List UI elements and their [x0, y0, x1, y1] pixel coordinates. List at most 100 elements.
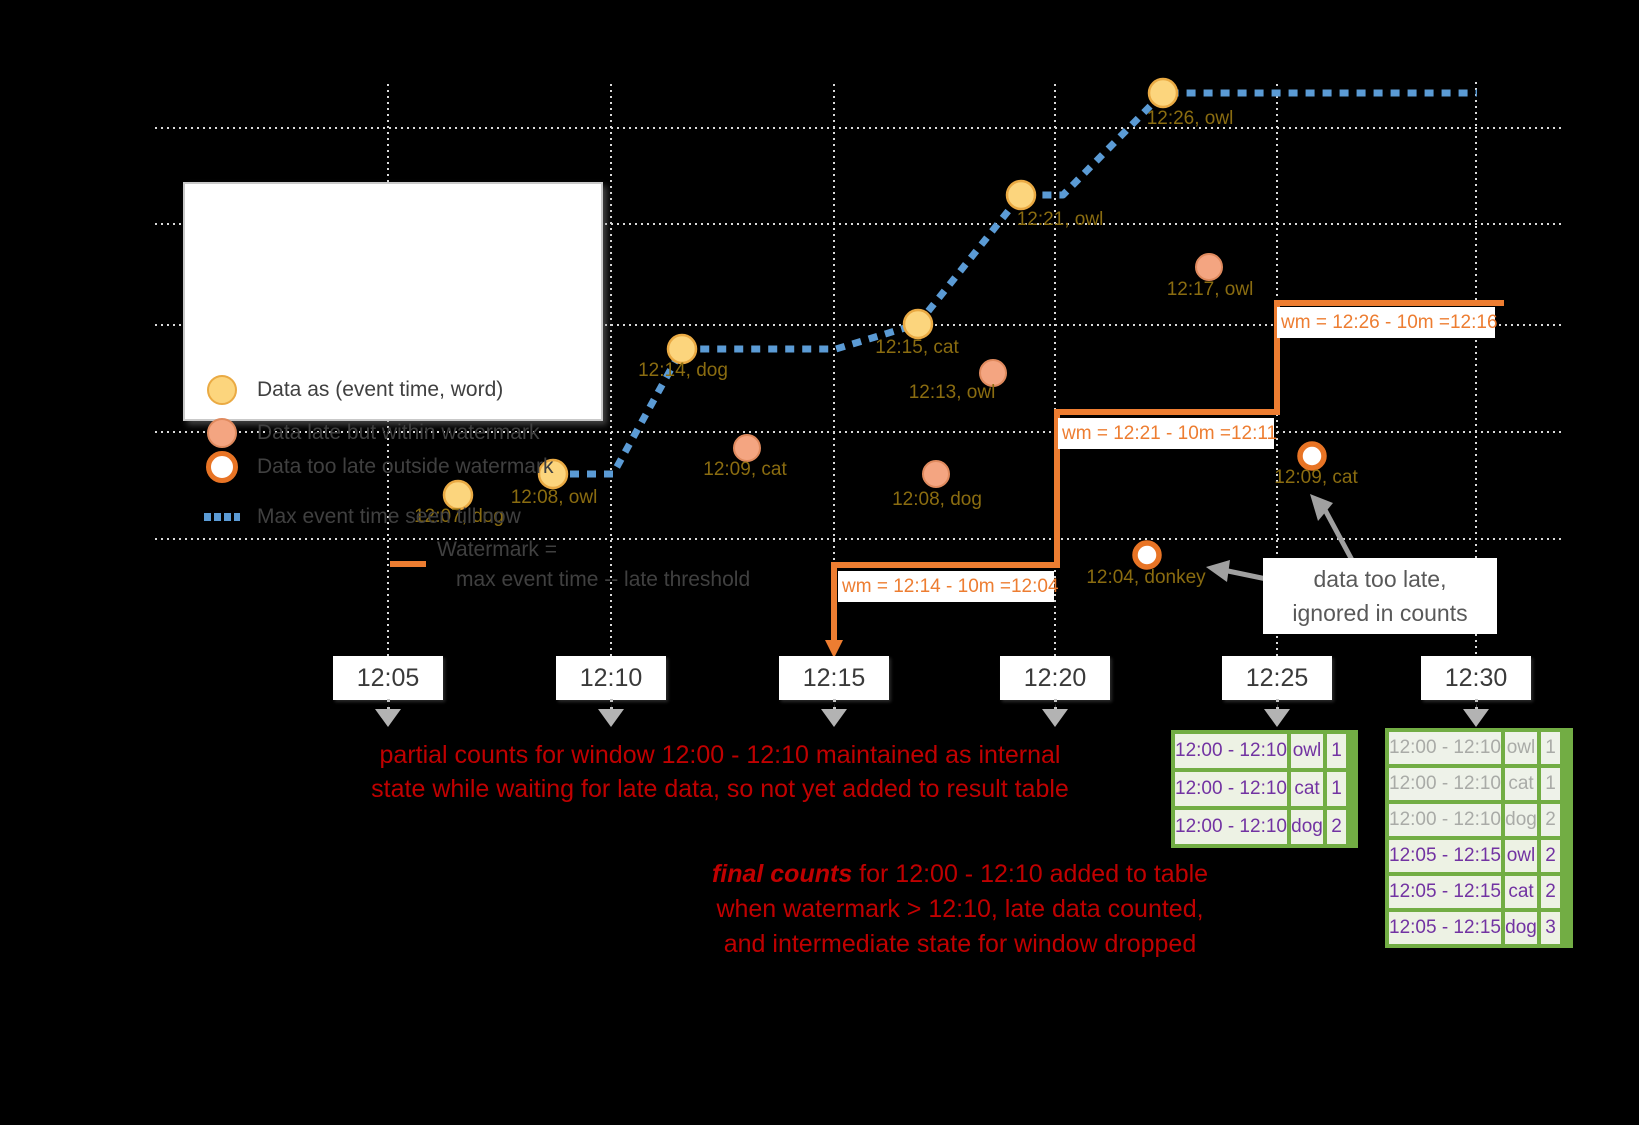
tick-arrow-stem	[1054, 699, 1057, 710]
table-cell-window: 12:05 - 12:15	[1389, 876, 1501, 908]
note-line: when watermark > 12:10, late data counte…	[716, 895, 1204, 923]
max-event-line-icon	[200, 513, 244, 521]
table-row: 12:00 - 12:10 dog 2	[1175, 810, 1354, 844]
data-point-too_late	[1132, 540, 1162, 570]
final-counts-note: final counts for 12:00 - 12:10 added to …	[420, 857, 1500, 962]
tick-label-1230: 12:30	[1421, 656, 1531, 700]
data-point-on_time	[442, 479, 474, 511]
table-cell-count: 1	[1327, 734, 1346, 768]
too-late-ring-icon	[200, 451, 244, 483]
data-point-late	[922, 460, 950, 488]
data-point-on_time	[1147, 77, 1179, 109]
data-point-label: 12:15, cat	[875, 337, 959, 358]
legend-item-late: Data late but within watermark	[200, 418, 539, 448]
note-line: final counts for 12:00 - 12:10 added to …	[420, 857, 1500, 892]
table-row: 12:00 - 12:10 dog 2	[1389, 804, 1569, 836]
legend-item-watermark: Watermark = max event time -- late thres…	[437, 535, 750, 595]
table-cell-count: 2	[1327, 810, 1346, 844]
callout-line: data too late,	[1313, 566, 1447, 592]
tick-label-1205: 12:05	[333, 656, 443, 700]
table-cell-count: 2	[1541, 804, 1560, 836]
table-cell-word: cat	[1505, 768, 1537, 800]
note-line: partial counts for window 12:00 - 12:10 …	[379, 741, 1061, 769]
table-cell-count: 1	[1327, 772, 1346, 806]
table-cell-count: 2	[1541, 840, 1560, 872]
table-cell-count: 3	[1541, 912, 1560, 944]
table-cell-count: 1	[1541, 768, 1560, 800]
legend-item-too-late: Data too late outside watermark	[200, 451, 553, 483]
note-line: and intermediate state for window droppe…	[723, 930, 1197, 958]
table-row: 12:00 - 12:10 owl 1	[1175, 734, 1354, 768]
data-point-too_late	[1297, 441, 1327, 471]
table-cell-window: 12:05 - 12:15	[1389, 912, 1501, 944]
table-cell-window: 12:00 - 12:10	[1175, 734, 1287, 768]
table-cell-word: owl	[1505, 840, 1537, 872]
table-cell-window: 12:00 - 12:10	[1389, 804, 1501, 836]
watermark-value-label-1: wm = 12:14 - 10m =12:04	[838, 571, 1059, 602]
tick-arrow-icon	[1264, 709, 1290, 727]
tick-arrow-icon	[375, 709, 401, 727]
table-row: 12:05 - 12:15 dog 3	[1389, 912, 1569, 944]
watermark-value-label-2: wm = 12:21 - 10m =12:11	[1058, 418, 1277, 449]
final-counts-emphasis: final counts	[711, 860, 853, 888]
legend: Data as (event time, word) Data late but…	[183, 182, 750, 591]
watermark-value-label-3: wm = 12:26 - 10m =12:16	[1277, 307, 1498, 338]
legend-label-line2: max event time -- late threshold	[456, 568, 751, 591]
legend-label: Data as (event time, word)	[257, 378, 504, 401]
table-cell-word: owl	[1291, 734, 1323, 768]
data-point-label: 12:08, dog	[892, 489, 982, 510]
table-cell-window: 12:00 - 12:10	[1389, 732, 1501, 764]
table-cell-word: dog	[1505, 804, 1537, 836]
data-point-on_time	[666, 333, 698, 365]
table-cell-word: dog	[1505, 912, 1537, 944]
data-point-label: 12:09, cat	[703, 459, 787, 480]
table-cell-window: 12:00 - 12:10	[1389, 768, 1501, 800]
tick-arrow-icon	[598, 709, 624, 727]
tick-arrow-icon	[1463, 709, 1489, 727]
table-cell-count: 1	[1541, 732, 1560, 764]
table-cell-word: cat	[1291, 772, 1323, 806]
partial-counts-note: partial counts for window 12:00 - 12:10 …	[70, 738, 1370, 806]
data-point-late	[1195, 253, 1223, 281]
data-point-late	[979, 359, 1007, 387]
data-point-label: 12:09, cat	[1274, 467, 1358, 488]
tick-arrow-stem	[1276, 699, 1279, 710]
data-point-on_time	[1005, 179, 1037, 211]
tick-arrow-icon	[821, 709, 847, 727]
data-point-late	[733, 434, 761, 462]
max-event-time-line	[553, 89, 1477, 478]
table-row: 12:05 - 12:15 owl 2	[1389, 840, 1569, 872]
data-point-label: 12:04, donkey	[1086, 567, 1206, 588]
data-point-label: 12:17, owl	[1166, 279, 1254, 300]
legend-label: Watermark =	[437, 538, 557, 561]
data-point-label: 12:26, owl	[1146, 108, 1234, 129]
data-point-on_time	[902, 308, 934, 340]
table-cell-window: 12:05 - 12:15	[1389, 840, 1501, 872]
data-point-label: 12:21, owl	[1016, 209, 1104, 230]
data-point-label: 12:14, dog	[638, 360, 728, 381]
table-row: 12:05 - 12:15 cat 2	[1389, 876, 1569, 908]
table-cell-word: cat	[1505, 876, 1537, 908]
tick-arrow-stem	[1475, 699, 1478, 710]
tick-arrow-icon	[1042, 709, 1068, 727]
tick-arrow-stem	[610, 699, 613, 710]
result-table-1230: 12:00 - 12:10 owl 1 12:00 - 12:10 cat 1 12:00 …	[1385, 728, 1573, 948]
tick-label-1225: 12:25	[1222, 656, 1332, 700]
late-dot-icon	[200, 418, 244, 448]
legend-item-on-time: Data as (event time, word)	[200, 375, 504, 405]
data-point-label: 12:07, dog	[414, 506, 504, 527]
tick-label-1220: 12:20	[1000, 656, 1110, 700]
table-row: 12:00 - 12:10 cat 1	[1175, 772, 1354, 806]
watermark-line-icon	[386, 561, 430, 567]
callout-line: ignored in counts	[1292, 600, 1468, 626]
data-point-label: 12:08, owl	[510, 487, 598, 508]
tick-arrow-stem	[833, 699, 836, 710]
note-line-rest: for 12:00 - 12:10 added to table	[852, 860, 1209, 888]
legend-item-max-event-line: Max event time seen till now	[200, 503, 521, 531]
result-table-1225: 12:00 - 12:10 owl 1 12:00 - 12:10 cat 1 12:00 …	[1171, 730, 1358, 848]
table-row: 12:00 - 12:10 cat 1	[1389, 768, 1569, 800]
legend-label: Max event time seen till now	[257, 505, 521, 528]
table-cell-word: owl	[1505, 732, 1537, 764]
